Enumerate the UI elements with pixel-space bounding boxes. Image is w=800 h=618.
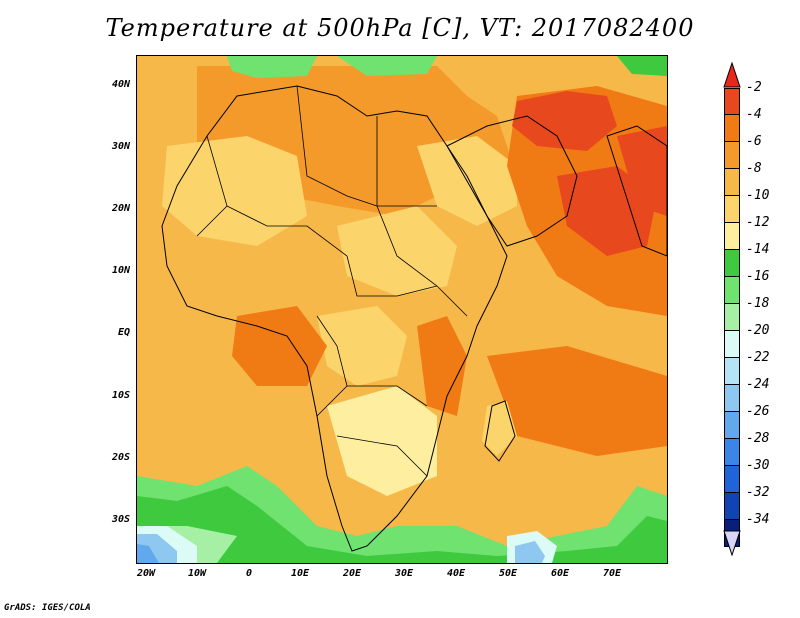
lon-label: 10W — [187, 568, 207, 579]
colorbar-label: -34 — [746, 512, 770, 527]
colorbar-label: -16 — [746, 269, 770, 284]
colorbar-label: -22 — [746, 350, 770, 365]
field-sw-blue — [137, 544, 159, 563]
colorbar-segment — [724, 250, 740, 277]
arabian-coastline — [446, 115, 578, 247]
lon-label: 20E — [342, 568, 362, 579]
map-title: Temperature at 500hPa [C], VT: 201708240… — [105, 14, 695, 42]
colorbar-segment — [724, 385, 740, 412]
lat-label: 40N — [111, 79, 130, 90]
colorbar-label: -4 — [746, 107, 762, 122]
lon-label: 50E — [498, 568, 518, 579]
lon-label: 30E — [394, 568, 414, 579]
colorbar-segment — [724, 169, 740, 196]
colorbar-label: -28 — [746, 431, 770, 446]
field-sahara-pale — [162, 136, 307, 246]
colorbar-label: -2 — [746, 80, 762, 95]
colorbar-segment — [724, 88, 740, 115]
lat-label: 10S — [111, 390, 130, 401]
temperature-field — [137, 56, 667, 563]
border-line — [226, 205, 348, 257]
field-se-blue — [515, 541, 545, 563]
colorbar-segment — [724, 223, 740, 250]
colorbar-label: -18 — [746, 296, 770, 311]
field-indian-ocean-warm — [487, 346, 667, 456]
colorbar-segment — [724, 466, 740, 493]
field-india-core — [617, 126, 667, 216]
field-ne-green — [617, 56, 667, 76]
colorbar-label: -30 — [746, 458, 770, 473]
lat-label: 30N — [111, 141, 130, 152]
border-line — [296, 85, 378, 207]
lon-label: 20W — [136, 568, 156, 579]
field-iran-core — [512, 91, 617, 151]
colorbar-segment — [724, 358, 740, 385]
colorbar-label: -20 — [746, 323, 770, 338]
colorbar-segment — [724, 196, 740, 223]
lat-label: EQ — [117, 327, 130, 338]
lat-label: 20S — [111, 452, 130, 463]
lon-label: 10E — [290, 568, 310, 579]
colorbar-label: -14 — [746, 242, 770, 257]
field-eastafrica-warm — [417, 316, 467, 416]
coastline-group — [161, 85, 667, 552]
africa-coastline — [161, 85, 508, 552]
lon-label: 40E — [446, 568, 466, 579]
field-east-med-green — [337, 56, 437, 76]
colorbar-segment — [724, 412, 740, 439]
colorbar-segment — [724, 304, 740, 331]
colorbar-segment — [724, 331, 740, 358]
colorbar-segment — [724, 493, 740, 520]
colorbar-label: -6 — [746, 134, 762, 149]
border-line — [376, 205, 468, 317]
border-line — [316, 315, 348, 417]
colorbar-bottom-arrow — [723, 530, 741, 556]
country-borders-group — [196, 85, 468, 477]
lat-label: 10N — [111, 265, 130, 276]
border-line — [347, 385, 428, 407]
colorbar-label: -8 — [746, 161, 762, 176]
colorbar-segment — [724, 439, 740, 466]
colorbar-label: -26 — [746, 404, 770, 419]
field-central-cool — [337, 206, 457, 296]
field-med-green — [227, 56, 317, 78]
field-south-pale — [327, 386, 437, 496]
colorbar-segment — [724, 142, 740, 169]
credit-text: GrADS: IGES/COLA — [4, 603, 91, 613]
colorbar-label: -12 — [746, 215, 770, 230]
border-line — [336, 435, 428, 477]
border-line — [346, 255, 438, 297]
colorbar-segment — [724, 115, 740, 142]
colorbar-label: -24 — [746, 377, 770, 392]
india-coastline — [606, 125, 667, 257]
colorbar-top-arrow — [723, 62, 741, 88]
lat-label: 30S — [111, 514, 130, 525]
madagascar-coastline — [484, 400, 516, 462]
colorbar-label: -32 — [746, 485, 770, 500]
colorbar-segment — [724, 277, 740, 304]
lon-label: 0 — [245, 568, 253, 579]
field-congo-cool — [317, 306, 407, 386]
field-south-green-dark — [137, 486, 667, 563]
temperature-map — [136, 55, 668, 564]
lon-label: 60E — [550, 568, 570, 579]
colorbar-label: -10 — [746, 188, 770, 203]
lon-label: 70E — [602, 568, 622, 579]
lat-label: 20N — [111, 203, 130, 214]
